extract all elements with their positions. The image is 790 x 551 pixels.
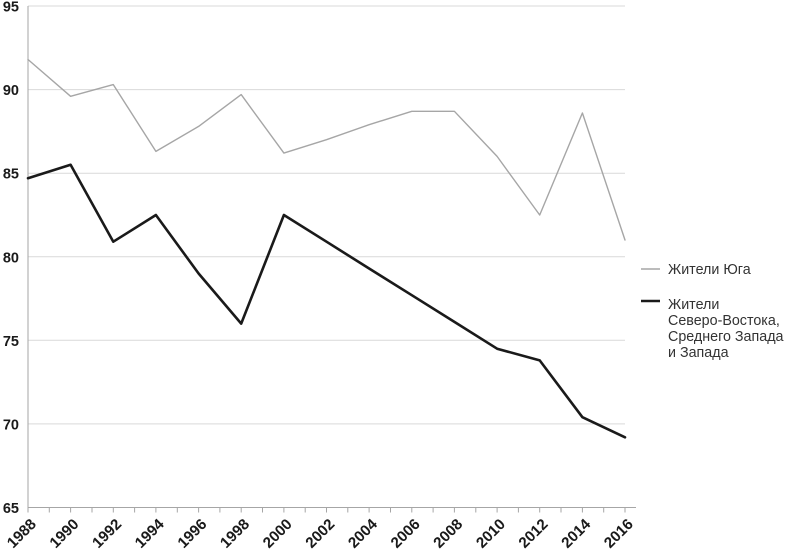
svg-text:Жители: Жители: [668, 297, 719, 313]
svg-text:1996: 1996: [175, 516, 211, 551]
svg-text:2010: 2010: [473, 516, 509, 551]
svg-text:1992: 1992: [89, 516, 125, 551]
svg-text:и Запада: и Запада: [668, 345, 729, 361]
svg-text:Северо-Востока,: Северо-Востока,: [668, 313, 780, 329]
svg-text:2014: 2014: [558, 515, 594, 551]
svg-text:2016: 2016: [601, 516, 637, 551]
svg-text:70: 70: [3, 417, 19, 433]
svg-text:75: 75: [3, 334, 19, 350]
svg-text:2002: 2002: [302, 516, 338, 551]
svg-text:80: 80: [3, 250, 19, 266]
svg-text:2006: 2006: [388, 516, 424, 551]
svg-text:1988: 1988: [4, 516, 40, 551]
svg-text:Среднего Запада: Среднего Запада: [668, 329, 784, 345]
svg-text:65: 65: [3, 501, 19, 517]
svg-text:1990: 1990: [47, 516, 83, 551]
svg-text:2004: 2004: [345, 515, 381, 551]
svg-text:2000: 2000: [260, 516, 296, 551]
svg-text:85: 85: [3, 167, 19, 183]
svg-text:1998: 1998: [217, 516, 253, 551]
svg-text:2012: 2012: [516, 516, 552, 551]
svg-text:2008: 2008: [430, 516, 466, 551]
svg-text:Жители Юга: Жители Юга: [668, 262, 751, 278]
svg-text:95: 95: [3, 0, 19, 16]
svg-text:1994: 1994: [132, 515, 168, 551]
svg-text:90: 90: [3, 83, 19, 99]
